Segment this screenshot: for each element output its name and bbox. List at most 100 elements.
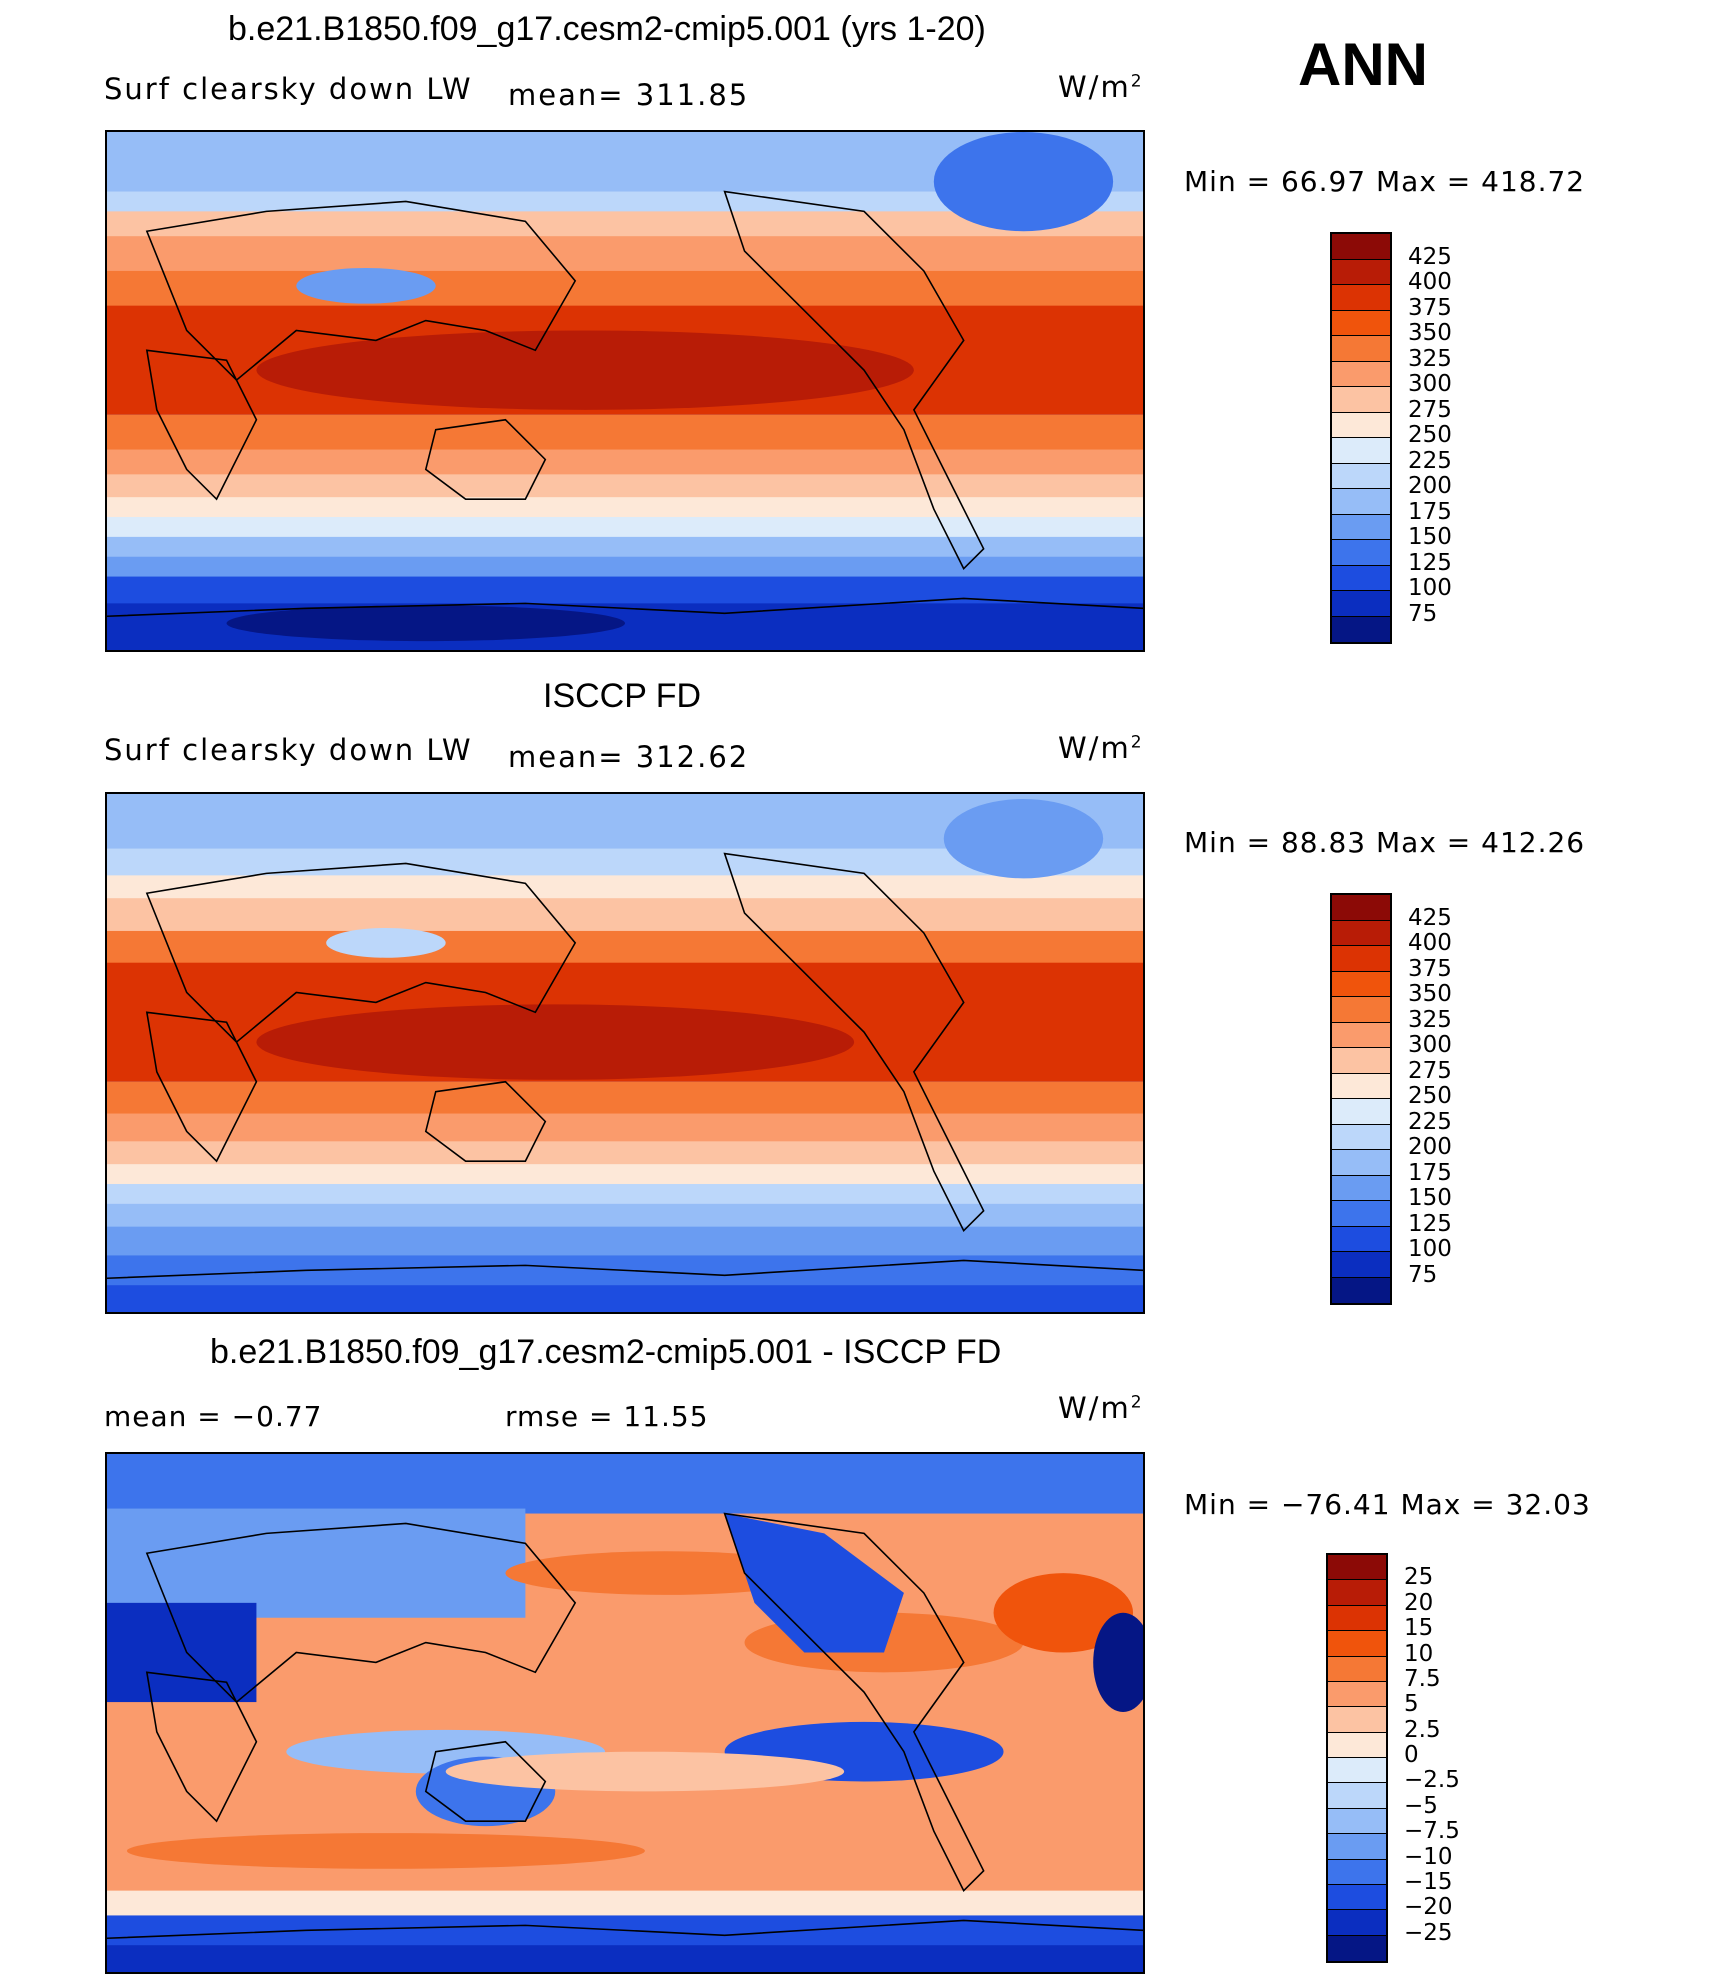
panel2-colorbar-tick-label: 250 [1408,1083,1452,1109]
panel1-colorbar-band [1332,591,1390,617]
panel3-colorbar-tick-label: −7.5 [1404,1818,1460,1845]
panel2-map [105,792,1145,1314]
panel2-colorbar-band [1332,1073,1390,1099]
panel3-colorbar-tick-label: 2.5 [1404,1716,1441,1743]
panel1-colorbar-tick-label: 175 [1408,498,1452,525]
panel3-map [105,1452,1145,1974]
panel2-colorbar-tick-label: 350 [1408,981,1452,1007]
panel1-colorbar-tick-label: 150 [1408,524,1452,550]
panel1-map-field [107,132,1143,650]
panel3-colorbar-tick-label: 15 [1404,1615,1434,1642]
panel3-rmse-label: rmse = 11.55 [505,1400,709,1433]
panel2-colorbar-tick-label: 300 [1408,1032,1452,1058]
panel2-colorbar-band [1332,920,1390,946]
panel2-colorbar-band [1332,1277,1390,1303]
panel1-colorbar-band [1332,412,1390,438]
panel3-colorbar-band [1328,1859,1386,1885]
panel3-title: b.e21.B1850.f09_g17.cesm2-cmip5.001 - IS… [210,1333,1002,1371]
panel2-colorbar-tick-label: 200 [1408,1134,1452,1160]
panel2-colorbar-band [1332,1175,1390,1201]
panel2-colorbar-ticks: 425 400 375 350 325 300 275 250 225 200 175 150 125 1… [1408,893,1488,1305]
panel1-units: W/m2 [1058,70,1144,104]
panel3-colorbar-band [1328,1555,1386,1581]
panel2-colorbar-tick-label: 375 [1408,955,1452,982]
panel3-colorbar-band [1328,1884,1386,1911]
panel3-colorbar-band [1328,1605,1386,1632]
panel1-colorbar-tick-label: 350 [1408,320,1452,346]
panel1-colorbar-band [1332,514,1390,540]
panel1-colorbar-band [1332,565,1390,591]
panel1-colorbar-tick-label: 225 [1408,447,1452,474]
panel1-colorbar-tick-label: 400 [1408,269,1452,295]
panel3-colorbar-ticks: 25 20 15 10 7.5 5 2.5 0 −2.5 −5 −7.5 −10 −15 −20 −25 [1404,1553,1494,1963]
panel2-colorbar-band [1332,997,1390,1023]
panel2-colorbar-tick-label: 225 [1408,1108,1452,1135]
panel3-colorbar-band [1328,1808,1386,1835]
panel3-colorbar-band [1328,1631,1386,1657]
panel2-colorbar-band [1332,971,1390,997]
panel2-variable-label: Surf clearsky down LW [104,733,473,767]
panel1-colorbar-band [1332,361,1390,387]
panel1-colorbar-ticks: 425 400 375 350 325 300 275 250 225 200 175 150 125 1… [1408,232,1488,644]
panel1-colorbar-band [1332,336,1390,362]
panel1-mean-label: mean= 311.85 [508,78,750,112]
panel2-colorbar-band [1332,1226,1390,1252]
panel2-colorbar-band [1332,1124,1390,1150]
panel3-colorbar-band [1328,1732,1386,1758]
panel2-colorbar-band [1332,895,1390,921]
panel2-colorbar-band [1332,1022,1390,1048]
panel3-colorbar-band [1328,1834,1386,1860]
panel3-colorbar-band [1328,1935,1386,1961]
panel1-colorbar-tick-label: 300 [1408,371,1452,397]
panel1-colorbar-band [1332,234,1390,260]
panel3-units: W/m2 [1058,1391,1144,1425]
panel3-colorbar-band [1328,1758,1386,1784]
panel1-colorbar-tick-label: 425 [1408,243,1452,270]
panel1-colorbar-band [1332,489,1390,515]
panel1-min-max: Min = 66.97 Max = 418.72 [1184,165,1586,198]
panel3-colorbar-band [1328,1580,1386,1606]
panel3-mean-label: mean = −0.77 [104,1400,323,1433]
panel2-colorbar-band [1332,1201,1390,1227]
panel2-colorbar-tick-label: 100 [1408,1236,1452,1262]
panel1-colorbar-band [1332,285,1390,311]
panel2-colorbar-tick-label: 400 [1408,930,1452,956]
panel2-colorbar-band [1332,1048,1390,1074]
panel3-colorbar-tick-label: −5 [1404,1792,1438,1819]
panel1-colorbar-tick-label: 100 [1408,575,1452,601]
panel3-colorbar-tick-label: 5 [1404,1691,1419,1718]
panel2-colorbar-tick-label: 125 [1408,1210,1452,1237]
panel2-colorbar-band [1332,946,1390,972]
panel1-colorbar-band [1332,438,1390,464]
panel2-title: ISCCP FD [543,677,702,715]
panel1-colorbar-band [1332,540,1390,566]
panel3-colorbar-band [1328,1910,1386,1936]
panel3-colorbar-tick-label: −2.5 [1404,1767,1460,1794]
panel2-colorbar-band [1332,1252,1390,1278]
panel1-title: b.e21.B1850.f09_g17.cesm2-cmip5.001 (yrs… [228,10,986,48]
panel2-colorbar-tick-label: 175 [1408,1159,1452,1186]
panel3-colorbar-tick-label: 0 [1404,1742,1419,1768]
panel3-colorbar-tick-label: 7.5 [1404,1665,1441,1692]
panel3-colorbar-tick-label: −10 [1404,1843,1453,1870]
panel3-colorbar-tick-label: 25 [1404,1564,1434,1591]
panel1-colorbar-band [1332,259,1390,285]
panel2-colorbar-tick-label: 425 [1408,904,1452,931]
panel1-colorbar-tick-label: 125 [1408,549,1452,576]
panel3-colorbar-band [1328,1681,1386,1708]
panel3-colorbar-tick-label: 20 [1404,1589,1434,1616]
panel2-colorbar [1330,893,1392,1305]
panel3-colorbar-tick-label: −20 [1404,1894,1453,1921]
panel1-colorbar-tick-label: 250 [1408,422,1452,448]
panel1-colorbar-band [1332,616,1390,642]
panel2-colorbar-tick-label: 75 [1408,1261,1438,1288]
panel2-units: W/m2 [1058,731,1144,765]
panel3-map-field [107,1454,1143,1972]
panel1-variable-label: Surf clearsky down LW [104,72,473,106]
panel3-colorbar-band [1328,1707,1386,1733]
panel2-colorbar-tick-label: 150 [1408,1185,1452,1211]
panel1-colorbar-tick-label: 325 [1408,345,1452,372]
panel1-colorbar [1330,232,1392,644]
panel2-colorbar-tick-label: 325 [1408,1006,1452,1033]
panel1-colorbar-band [1332,387,1390,413]
